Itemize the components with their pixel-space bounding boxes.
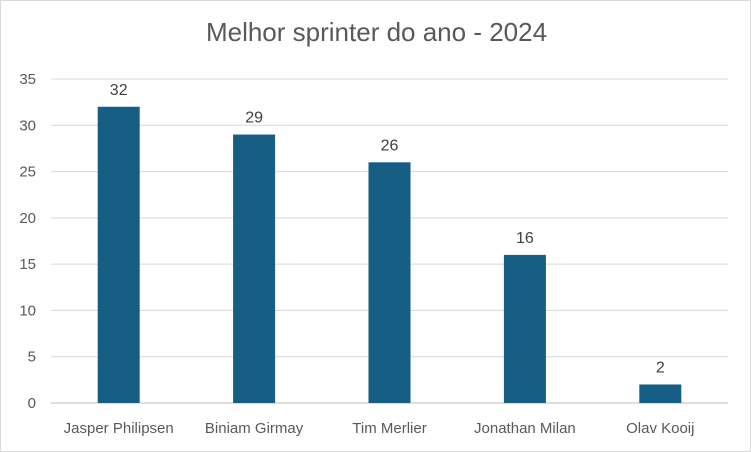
y-tick-label: 25 [19, 164, 36, 181]
data-label: 29 [245, 110, 263, 127]
y-tick-label: 20 [19, 210, 36, 227]
y-tick-label: 10 [19, 302, 36, 319]
bar [233, 134, 276, 404]
bar [368, 162, 411, 403]
data-label: 16 [516, 230, 534, 247]
bar [503, 254, 546, 403]
y-tick-label: 5 [28, 349, 36, 366]
y-tick-label: 30 [19, 117, 36, 134]
y-tick-label: 0 [28, 395, 36, 412]
x-tick-label: Olav Kooij [626, 420, 694, 437]
data-label: 2 [656, 359, 665, 376]
chart-title: Melhor sprinter do ano - 2024 [205, 17, 548, 47]
data-label: 32 [110, 82, 128, 99]
x-tick-label: Tim Merlier [352, 420, 426, 437]
bars [97, 106, 682, 404]
data-label: 26 [381, 137, 399, 154]
y-tick-label: 15 [19, 256, 36, 273]
x-tick-label: Biniam Girmay [205, 420, 304, 437]
labels: 0 5 10 15 20 25 30 35 32 Jasper Philipsen 29 Biniam… [19, 71, 694, 437]
bar [639, 384, 682, 403]
y-tick-label: 35 [19, 71, 36, 88]
x-tick-label: Jasper Philipsen [64, 420, 174, 437]
bar [97, 106, 140, 404]
x-tick-label: Jonathan Milan [474, 420, 576, 437]
